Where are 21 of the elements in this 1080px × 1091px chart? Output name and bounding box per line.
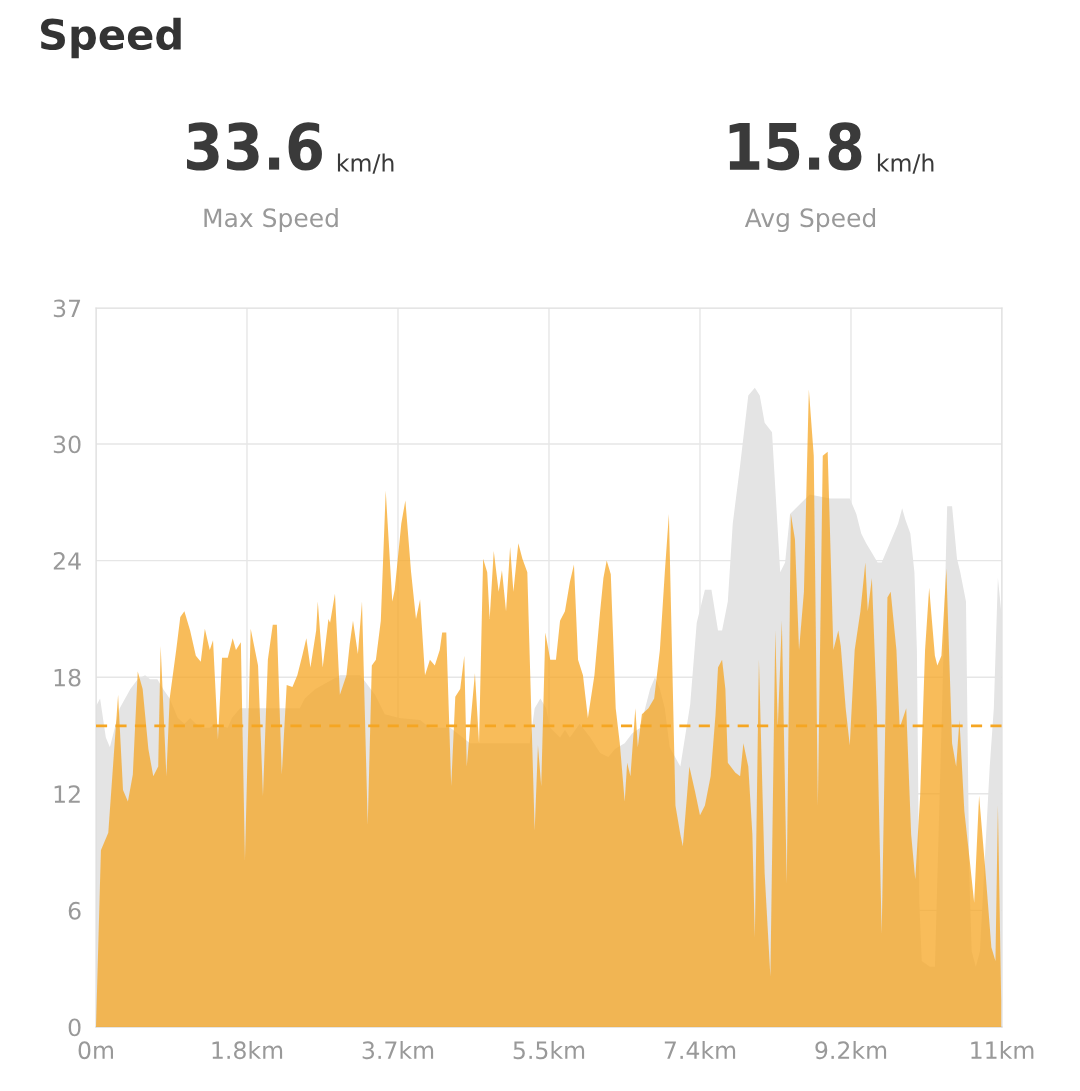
x-tick-label: 7.4km (664, 1040, 736, 1059)
y-tick-label: 18 (54, 668, 81, 687)
y-tick-label: 6 (68, 901, 81, 920)
x-tick-label: 11km (971, 1040, 1034, 1059)
x-tick-label: 3.7km (362, 1040, 434, 1060)
y-tick-label: 0 (68, 1018, 81, 1037)
x-tick-label: 0m (78, 1041, 114, 1060)
y-tick-label: 30 (53, 435, 81, 454)
x-tick-label: 5.5km (513, 1040, 585, 1060)
text: Max Speed (204, 207, 338, 233)
x-tick-label: 9.2km (815, 1040, 887, 1060)
x-tick-label: 1.8km (212, 1040, 283, 1060)
y-tick-label: 37 (53, 299, 81, 318)
y-tick-label: 12 (54, 785, 80, 803)
text: km/h (337, 153, 394, 174)
chart-title: Speed (40, 17, 181, 59)
y-tick-label: 24 (53, 552, 81, 570)
text: 33.6 (187, 122, 322, 171)
text: Avg Speed (744, 207, 876, 233)
text: km/h (877, 153, 934, 174)
text: 15.8 (729, 122, 862, 171)
